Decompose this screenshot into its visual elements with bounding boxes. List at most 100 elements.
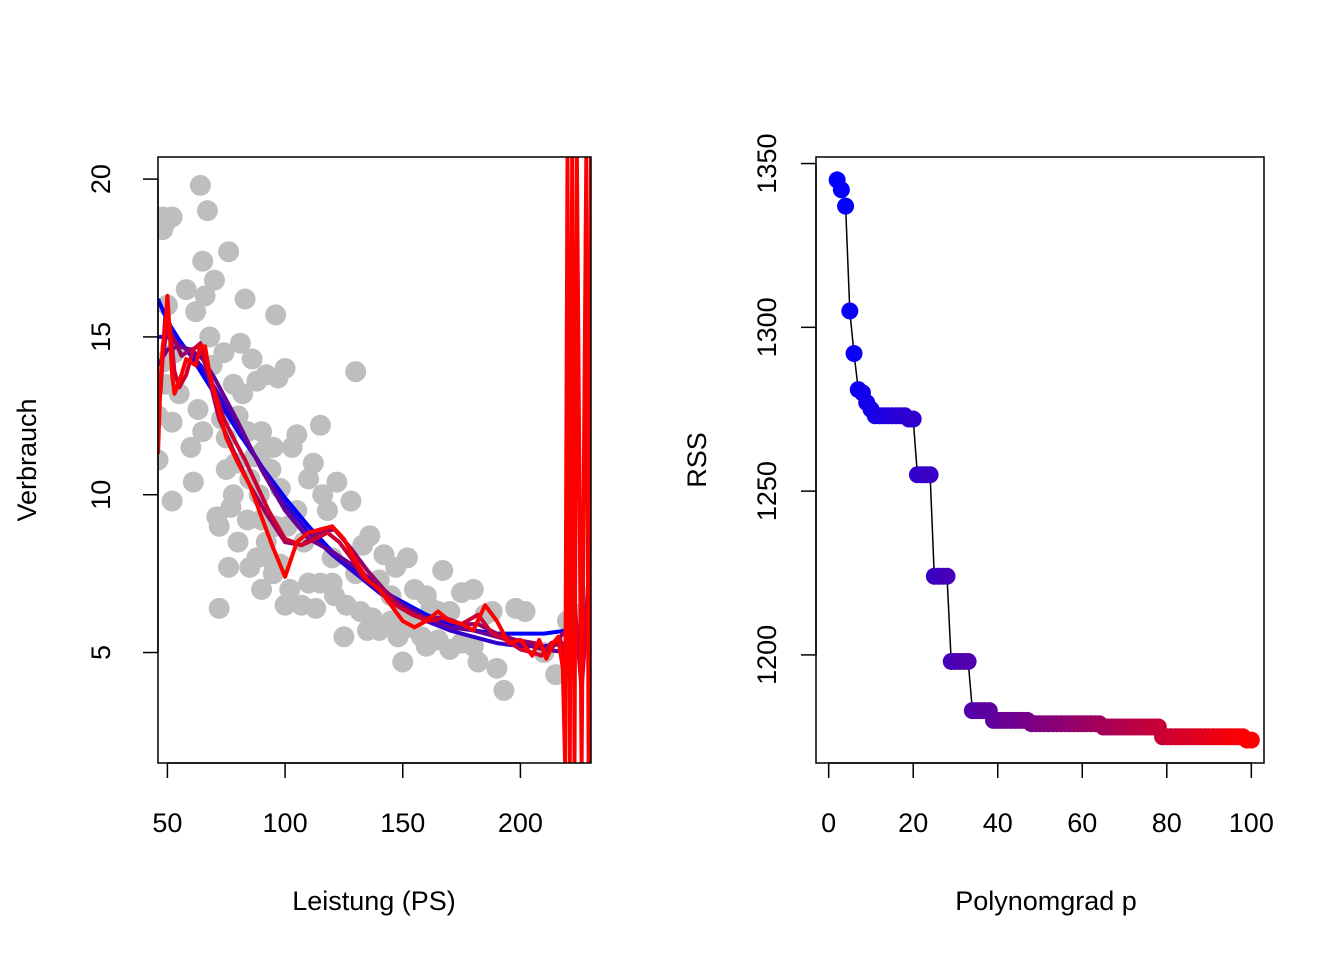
rss-point [959,652,977,670]
data-point [213,342,235,364]
rss-point [845,345,863,363]
data-point [316,500,338,521]
data-point [321,547,343,569]
y-axis-title: Verbrauch [12,398,42,521]
left-panel-scatter-fits: 50 100 150 200 5 10 15 20 Leistung (PS) Verbra… [12,156,592,916]
x-tick-label: 20 [898,808,928,838]
data-point [333,626,355,648]
data-point [251,421,273,443]
x-tick-label: 150 [380,808,425,838]
x-axis-title: Polynomgrad p [955,886,1137,916]
data-point [208,597,230,619]
data-point [309,414,331,436]
x-tick-label: 50 [152,808,182,838]
data-point [232,383,254,405]
data-point [229,332,251,354]
x-tick-label: 0 [821,808,836,838]
y-axis: 5 10 15 20 [86,164,159,660]
x-axis-title: Leistung (PS) [292,886,456,916]
data-point [192,421,214,443]
data-point [187,399,209,420]
data-point [326,471,348,493]
data-point [462,578,484,600]
data-point [359,525,381,547]
data-point [222,484,244,506]
data-point [194,285,216,307]
data-point [302,452,324,474]
data-point [298,468,320,490]
y-tick-label: 1200 [752,625,782,685]
data-point [486,657,508,679]
data-point [182,471,204,493]
rss-point [938,567,956,585]
rss-connecting-line [836,179,1252,741]
data-point [175,279,197,301]
data-point [274,594,296,616]
data-point [305,597,327,619]
rss-point [921,466,939,484]
data-point [227,531,249,553]
data-point [312,484,334,506]
data-point [467,651,489,673]
rss-point [832,181,850,199]
data-point [161,206,183,228]
data-point [218,556,240,578]
x-tick-label: 200 [498,808,543,838]
rss-point [841,302,859,320]
data-point [185,301,207,323]
data-point [161,490,183,512]
y-tick-label: 10 [86,480,116,510]
data-point [392,651,414,673]
data-point [234,288,256,310]
data-point [180,436,202,458]
data-point [514,601,536,622]
x-tick-label: 60 [1067,808,1097,838]
data-point [274,357,296,379]
data-point [279,578,301,600]
rss-point [837,197,855,215]
data-point [286,424,308,446]
right-panel-rss: 0 20 40 60 80 100 1200 1250 1300 1350 Polynomgra… [682,134,1274,916]
plot-frame [815,156,1265,764]
data-point [396,547,418,569]
y-tick-label: 20 [86,164,116,194]
data-point [340,490,362,512]
data-point [241,348,263,370]
y-tick-label: 5 [86,645,116,660]
data-points [158,174,591,701]
x-axis: 50 100 150 200 [152,762,543,838]
data-point [192,250,214,272]
x-tick-label: 40 [983,808,1013,838]
data-point [158,449,169,471]
data-point [462,635,484,657]
rss-points [828,171,1260,749]
data-point [199,326,221,348]
data-point [345,361,367,383]
rss-point [904,410,922,428]
y-axis: 1200 1250 1300 1350 [752,134,817,685]
y-axis-title: RSS [682,432,712,488]
rss-line [836,179,1252,741]
y-tick-label: 1350 [752,134,782,194]
data-point [189,174,211,196]
x-tick-label: 100 [263,808,308,838]
y-tick-label: 1250 [752,461,782,521]
fit-line [158,157,591,763]
polynomial-fit-lines [158,157,591,763]
data-point [262,436,284,458]
y-tick-label: 1300 [752,297,782,357]
x-tick-label: 80 [1152,808,1182,838]
fit-line [158,316,591,693]
data-point [208,515,230,537]
x-axis: 0 20 40 60 80 100 [821,762,1274,838]
data-point [203,269,225,291]
data-point [251,578,273,600]
x-tick-label: 100 [1229,808,1274,838]
data-point [432,559,454,581]
data-point [196,200,218,222]
data-point [218,241,240,263]
data-point [265,304,287,326]
y-tick-label: 15 [86,322,116,352]
data-point [493,679,515,701]
